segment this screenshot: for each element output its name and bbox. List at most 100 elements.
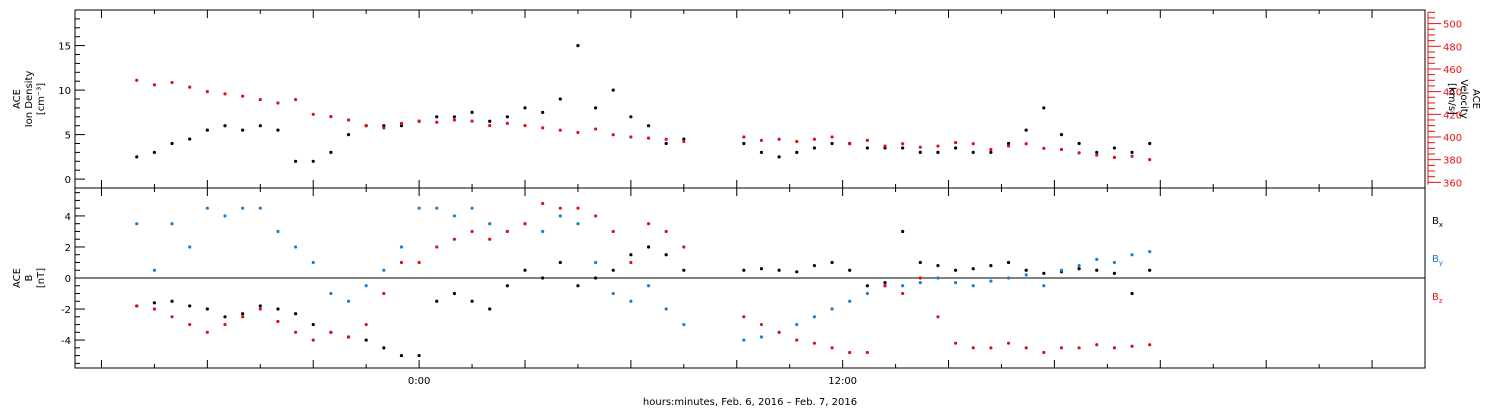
bz-point xyxy=(417,260,421,265)
density-point xyxy=(777,155,781,159)
bz-point xyxy=(435,245,439,249)
by-point xyxy=(470,206,474,210)
bx-point xyxy=(1095,268,1099,272)
bx-point xyxy=(452,291,457,296)
velocity-point xyxy=(1024,142,1028,146)
bx-point xyxy=(470,299,474,303)
density-point xyxy=(936,150,940,154)
velocity-point xyxy=(848,142,852,146)
bz-point xyxy=(135,304,139,308)
by-point xyxy=(417,206,421,210)
velocity-point xyxy=(558,128,562,132)
velocity-axis-label-line2: Velocity xyxy=(1458,79,1469,118)
by-point xyxy=(812,315,817,319)
b-axis-ticks: -4 -2 0 2 4 xyxy=(61,192,85,364)
bz-point xyxy=(646,222,651,226)
density-point xyxy=(1130,150,1134,154)
velocity-axis-ticks: 360 380 400 420 440 460 480 500 xyxy=(1427,11,1462,189)
by-point xyxy=(629,299,633,303)
by-point xyxy=(135,222,139,226)
bx-point xyxy=(223,315,227,319)
legend-by: By xyxy=(1432,254,1443,267)
density-point xyxy=(152,150,157,154)
bx-point xyxy=(152,301,157,305)
density-tick-label: 15 xyxy=(58,42,71,53)
velocity-point xyxy=(1095,153,1099,157)
velocity-point xyxy=(576,130,580,135)
bz-point xyxy=(629,260,633,265)
by-point xyxy=(1042,284,1046,288)
bz-point xyxy=(611,229,615,234)
velocity-point xyxy=(865,138,869,142)
velocity-point xyxy=(1130,154,1134,158)
velocity-point xyxy=(523,124,527,128)
density-point xyxy=(505,115,509,119)
bottom-data-points xyxy=(135,201,1152,358)
density-point xyxy=(188,137,192,141)
bx-point xyxy=(646,245,651,249)
bx-point xyxy=(1042,271,1046,275)
density-point xyxy=(1059,133,1064,137)
density-point xyxy=(346,133,351,137)
bz-point xyxy=(901,291,905,296)
density-point xyxy=(241,128,245,132)
velocity-tick-label: 460 xyxy=(1443,65,1462,76)
velocity-point xyxy=(901,142,905,146)
bz-point xyxy=(953,341,958,345)
density-point xyxy=(629,115,633,119)
bx-point xyxy=(205,307,209,311)
by-point xyxy=(830,307,834,311)
bz-point xyxy=(188,322,192,327)
by-point xyxy=(1024,273,1028,277)
bz-point xyxy=(1024,346,1028,350)
velocity-axis-label-line1: ACE xyxy=(1470,89,1481,109)
top-data-points xyxy=(135,44,1152,163)
density-tick-label: 5 xyxy=(65,131,71,142)
bx-point xyxy=(293,312,298,316)
density-point xyxy=(523,106,527,110)
velocity-tick-label: 420 xyxy=(1443,110,1462,121)
bottom-time-ticks xyxy=(100,188,1426,368)
velocity-point xyxy=(646,136,651,140)
velocity-point xyxy=(1148,158,1152,162)
density-point xyxy=(1006,141,1011,146)
by-point xyxy=(1077,263,1081,268)
velocity-point xyxy=(452,118,457,122)
legend: Bx By Bz xyxy=(1432,216,1443,305)
bx-point xyxy=(830,260,834,265)
bz-point xyxy=(364,322,368,327)
by-point xyxy=(1112,260,1117,265)
b-axis-label-line1: ACE xyxy=(12,268,23,288)
density-point xyxy=(664,141,668,146)
velocity-point xyxy=(629,135,633,139)
by-point xyxy=(576,222,580,226)
density-axis-label-line2: Ion Density xyxy=(24,71,35,128)
density-point xyxy=(1148,141,1152,146)
density-point xyxy=(135,155,139,159)
bz-point xyxy=(382,291,386,296)
velocity-point xyxy=(830,135,834,139)
density-point xyxy=(971,150,975,154)
velocity-point xyxy=(382,126,386,130)
bx-point xyxy=(1130,291,1134,296)
density-point xyxy=(541,110,545,114)
velocity-point xyxy=(135,78,139,82)
bx-point xyxy=(558,260,562,265)
bx-point xyxy=(488,307,492,311)
velocity-point xyxy=(205,90,209,94)
density-point xyxy=(258,124,262,128)
density-point xyxy=(953,146,958,150)
bx-point xyxy=(382,346,386,350)
by-point xyxy=(276,229,280,234)
by-point xyxy=(382,268,386,272)
magnetic-field-panel: -4 -2 0 2 4 ACE B [nT] Bx By Bz xyxy=(12,187,1443,369)
density-point xyxy=(830,141,834,146)
bx-point xyxy=(953,268,958,272)
density-point xyxy=(1077,141,1081,146)
velocity-tick-label: 440 xyxy=(1443,88,1462,99)
density-point xyxy=(795,150,799,154)
density-point xyxy=(205,128,209,132)
bz-point xyxy=(812,341,817,345)
bz-point xyxy=(1095,343,1099,347)
velocity-point xyxy=(435,120,439,124)
